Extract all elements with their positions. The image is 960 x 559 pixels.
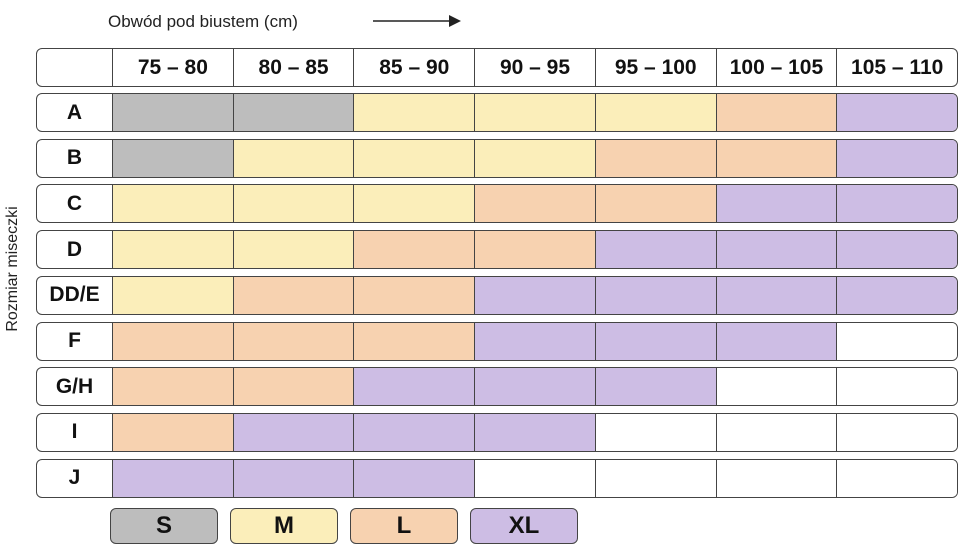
size-cell	[354, 94, 476, 131]
size-cell	[113, 459, 234, 497]
size-cell	[716, 139, 838, 177]
size-cell	[475, 368, 596, 406]
table-row: B	[36, 138, 958, 178]
size-cell	[233, 368, 355, 406]
size-cell	[595, 139, 717, 177]
size-cell	[113, 413, 234, 451]
size-cell	[716, 459, 838, 497]
size-cell	[475, 276, 596, 314]
size-cell	[837, 368, 957, 406]
size-cell	[233, 139, 355, 177]
row-label: G/H	[37, 368, 113, 406]
legend-item: S	[110, 508, 218, 544]
column-header: 75 – 80	[113, 49, 234, 86]
size-cell	[837, 185, 957, 223]
arrow-right-icon	[373, 15, 461, 27]
table-row: DD/E	[36, 275, 958, 315]
table-row: G/H	[36, 367, 958, 407]
table-row: C	[36, 184, 958, 224]
table-row: I	[36, 412, 958, 452]
size-cell	[354, 231, 476, 269]
size-cell	[354, 185, 476, 223]
size-cell	[113, 368, 234, 406]
column-header: 95 – 100	[596, 49, 717, 86]
size-cell	[837, 413, 957, 451]
y-axis-title: Rozmiar miseczki	[4, 206, 21, 332]
size-cell	[475, 413, 596, 451]
size-cell	[113, 139, 234, 177]
legend-item: XL	[470, 508, 578, 544]
size-cell	[837, 94, 957, 131]
size-cell	[475, 185, 596, 223]
size-cell	[354, 276, 476, 314]
legend-item: M	[230, 508, 338, 544]
row-label: D	[37, 231, 113, 269]
size-cell	[113, 276, 234, 314]
size-cell	[113, 94, 234, 131]
size-cell	[354, 139, 476, 177]
row-label: C	[37, 185, 113, 223]
size-cell	[837, 322, 957, 360]
size-cell	[716, 322, 838, 360]
table-row: J	[36, 458, 958, 498]
size-cell	[475, 322, 596, 360]
size-cell	[595, 276, 717, 314]
column-header: 105 – 110	[851, 55, 944, 79]
size-cell	[837, 139, 957, 177]
size-cell	[475, 94, 596, 131]
x-axis-title: Obwód pod biustem (cm)	[108, 12, 298, 31]
size-cell	[837, 231, 957, 269]
column-header: 100 – 105	[717, 49, 838, 86]
size-cell	[475, 139, 596, 177]
legend: S M L XL	[110, 508, 578, 544]
size-cell	[113, 185, 234, 223]
size-cell	[354, 459, 476, 497]
size-cell	[837, 276, 957, 314]
header-corner-cell	[37, 49, 113, 86]
header-row: 75 – 80 80 – 85 85 – 90 90 – 95 95 – 100 100 …	[36, 48, 958, 87]
size-cell	[233, 413, 355, 451]
size-cell	[354, 322, 476, 360]
size-cell	[354, 413, 476, 451]
size-cell	[837, 459, 957, 497]
row-label: A	[37, 94, 113, 131]
size-cell	[595, 94, 717, 131]
size-cell	[716, 276, 838, 314]
row-label: B	[37, 139, 113, 177]
size-cell	[595, 185, 717, 223]
table-row: D	[36, 230, 958, 270]
size-cell	[595, 459, 717, 497]
table-row: F	[36, 321, 958, 361]
size-cell	[113, 231, 234, 269]
column-header: 90 – 95	[475, 49, 596, 86]
size-cell	[595, 231, 717, 269]
size-cell	[595, 322, 717, 360]
size-cell	[354, 368, 476, 406]
row-label: J	[37, 459, 113, 497]
table-row: A	[36, 93, 958, 132]
size-cell	[233, 231, 355, 269]
size-cell	[595, 368, 717, 406]
column-header: 85 – 90	[354, 49, 476, 86]
size-cell	[233, 276, 355, 314]
size-cell	[475, 231, 596, 269]
legend-item: L	[350, 508, 458, 544]
size-cell	[233, 459, 355, 497]
size-cell	[475, 459, 596, 497]
size-cell	[233, 185, 355, 223]
size-cell	[716, 94, 838, 131]
row-label: I	[37, 413, 113, 451]
size-cell	[233, 94, 355, 131]
size-cell	[716, 368, 838, 406]
size-cell	[233, 322, 355, 360]
column-header: 80 – 85	[234, 49, 355, 86]
row-label: F	[37, 322, 113, 360]
size-cell	[716, 185, 838, 223]
size-cell	[716, 231, 838, 269]
size-cell	[113, 322, 234, 360]
size-cell	[716, 413, 838, 451]
size-cell	[595, 413, 717, 451]
row-label: DD/E	[37, 276, 113, 314]
